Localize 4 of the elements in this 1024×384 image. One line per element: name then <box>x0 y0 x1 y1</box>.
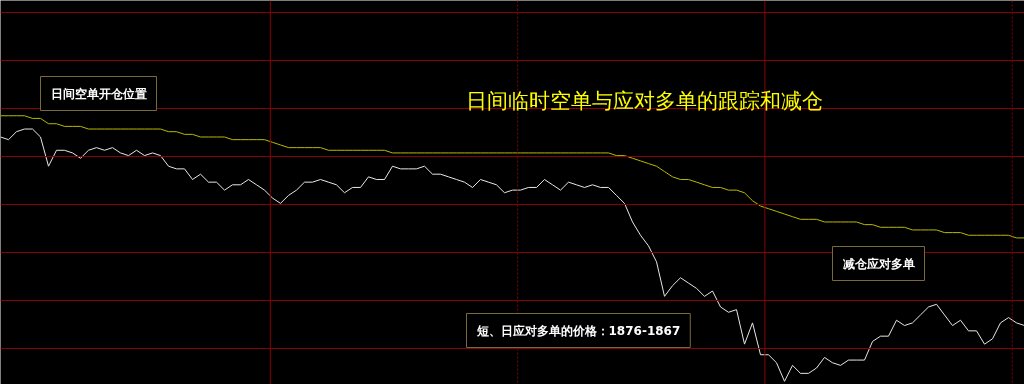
text: 日间空单开仓位置 <box>50 86 147 101</box>
annotation: 减仓应对多单 <box>842 256 915 271</box>
chart-title: 日间临时空单与应对多单的跟踪和减仓 <box>466 88 824 113</box>
annotation: 短、日应对多单的价格：1876-1867 <box>475 323 681 338</box>
